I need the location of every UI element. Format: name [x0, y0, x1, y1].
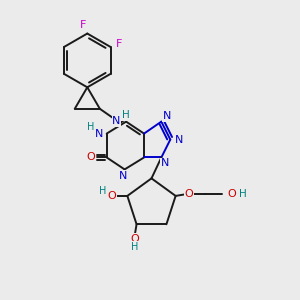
Text: N: N: [163, 111, 171, 121]
Text: H: H: [99, 185, 106, 196]
Text: O: O: [185, 189, 194, 200]
Text: N: N: [175, 134, 183, 145]
Text: N: N: [161, 158, 169, 168]
Text: O: O: [131, 234, 140, 244]
Text: F: F: [80, 20, 86, 30]
Text: F: F: [116, 39, 122, 49]
Text: N: N: [95, 129, 103, 139]
Text: N: N: [119, 171, 127, 181]
Text: H: H: [131, 242, 139, 252]
Text: O: O: [227, 189, 236, 200]
Text: H: H: [88, 122, 95, 132]
Text: H: H: [122, 110, 130, 120]
Text: O: O: [87, 152, 95, 163]
Text: H: H: [239, 189, 247, 200]
Text: O: O: [107, 191, 116, 201]
Text: N: N: [112, 116, 120, 126]
